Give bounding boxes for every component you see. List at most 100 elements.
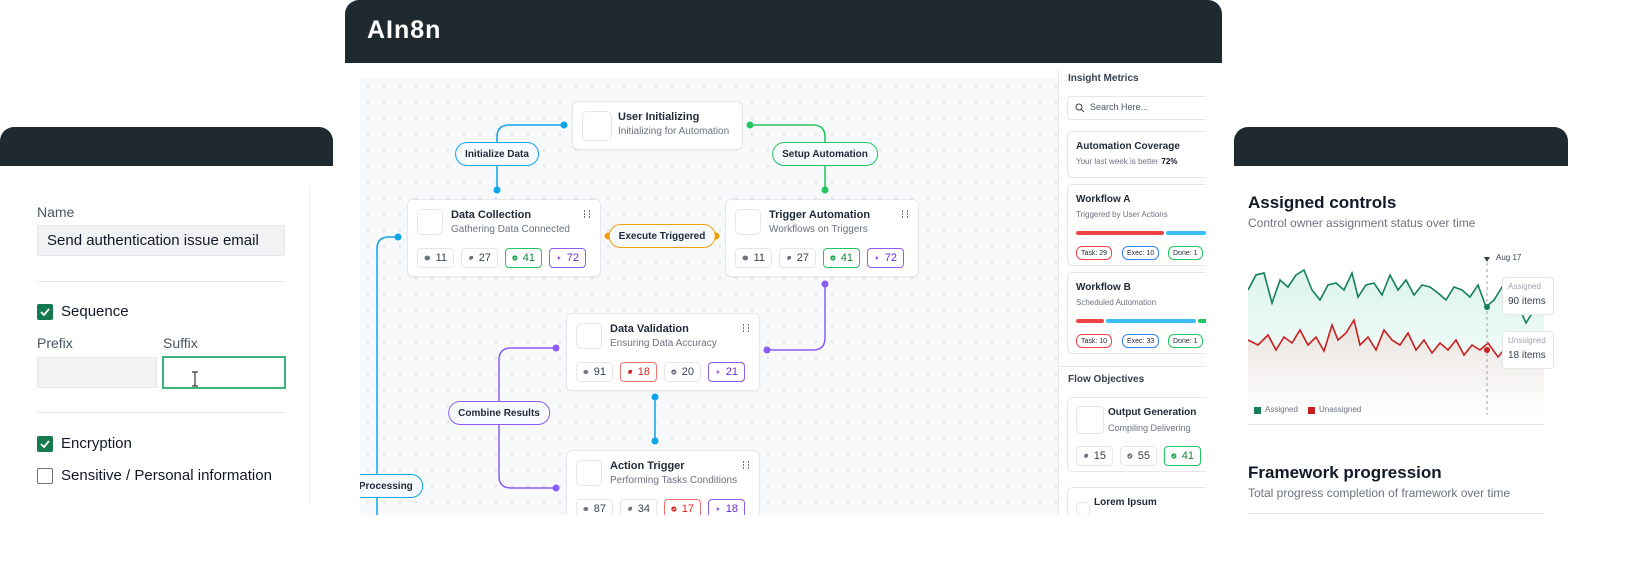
connectors <box>376 121 829 515</box>
edge-label: Initialize Data <box>455 142 539 166</box>
tooltip-label: Unssigned <box>1508 336 1546 345</box>
node-subtitle: Ensuring Data Accuracy <box>610 338 717 349</box>
card-header <box>1234 127 1568 166</box>
node-icon <box>1076 502 1090 515</box>
icon <box>627 369 633 375</box>
node-subtitle: Workflows on Triggers <box>769 224 868 235</box>
stat-chip: 87 <box>576 499 613 515</box>
objective-title: Output Generation <box>1108 407 1197 418</box>
metric-value: 72% <box>1161 157 1178 166</box>
workflow-subtitle: Triggered by User Actions <box>1076 210 1168 219</box>
objective-card: Output Generation Compiling Delivering 15 5… <box>1067 397 1206 472</box>
stat-value: 91 <box>593 366 606 378</box>
section-title: Flow Objectives <box>1068 374 1145 385</box>
section-subtitle: Total progress completion of framework o… <box>1248 486 1511 500</box>
divider <box>309 187 310 505</box>
workflow-card: Workflow B Scheduled Automation Task: 10 Ex… <box>1067 272 1206 354</box>
metric-title: Automation Coverage <box>1076 141 1180 152</box>
progress-segment <box>1166 231 1206 235</box>
controls-card: Assigned controls Control owner assignmen… <box>1234 127 1568 515</box>
field-label: Suffix <box>163 335 198 351</box>
stat-value: 27 <box>478 252 491 264</box>
stat-value: 41 <box>522 252 535 264</box>
objective-card: Lorem Ipsum <box>1067 487 1206 515</box>
node-icon <box>576 460 602 486</box>
stat-value: 11 <box>753 252 765 264</box>
sidebar: Insight Metrics Search Here... Automation … <box>1058 70 1206 515</box>
stat-value: 20 <box>681 366 694 378</box>
stat-value: 41 <box>1181 450 1194 462</box>
tooltip-value: 18 items <box>1508 350 1546 361</box>
divider <box>37 281 285 282</box>
legend-label: Assigned <box>1265 405 1298 414</box>
node-title: Action Trigger <box>610 460 685 472</box>
stat-chip: 55 <box>1120 446 1157 466</box>
tooltip: Unssigned 18 items <box>1502 331 1554 369</box>
edge-label: ct Processing <box>360 474 423 498</box>
stat-chip: 72 <box>549 248 586 268</box>
stat-value: 34 <box>637 503 650 515</box>
search-placeholder: Search Here... <box>1090 102 1149 112</box>
status-tag: Exec: 10 <box>1122 246 1160 260</box>
node-icon <box>735 209 761 235</box>
status-tag: Task: 29 <box>1076 246 1113 260</box>
stat-value: 72 <box>884 252 897 264</box>
marker-date: Aug 17 <box>1496 253 1522 262</box>
stat-chip: 11 <box>417 248 454 268</box>
node-icon <box>576 323 602 349</box>
edge <box>496 124 564 190</box>
divider <box>1059 366 1206 367</box>
card-header <box>0 127 333 166</box>
icon <box>583 369 589 375</box>
icon <box>716 506 720 512</box>
stat-value: 41 <box>840 252 853 264</box>
input-value: Send authentication issue email <box>47 232 259 249</box>
checkbox <box>37 304 53 320</box>
node-icon <box>582 111 612 141</box>
stat-chip: 20 <box>664 362 701 382</box>
icon <box>583 506 589 512</box>
stat-value: 17 <box>681 503 694 515</box>
icon <box>468 255 474 261</box>
tooltip: Assigned 90 items <box>1502 277 1554 315</box>
checkbox-label: Sequence <box>61 303 129 320</box>
icon <box>557 255 561 261</box>
text-input <box>162 356 286 389</box>
checkbox-label: Encryption <box>61 435 132 452</box>
edge-label: Execute Triggered <box>608 224 716 248</box>
legend-label: Unassigned <box>1319 405 1362 414</box>
icon <box>742 255 748 261</box>
drag-dot <box>584 213 590 215</box>
node-title: User Initializing <box>618 111 700 123</box>
node-subtitle: Initializing for Automation <box>618 126 730 137</box>
legend-swatch <box>1254 407 1261 414</box>
divider <box>37 412 285 413</box>
text-input <box>37 357 157 388</box>
flow-node: Trigger Automation Workflows on Triggers 1… <box>725 199 919 277</box>
assigned-line <box>1248 268 1544 325</box>
card-title: Assigned controls <box>1248 193 1397 212</box>
stat-chip: 11 <box>735 248 772 268</box>
icon <box>716 369 720 375</box>
stat-value: 18 <box>725 503 738 515</box>
drag-dot <box>743 464 749 466</box>
edge-label: Combine Results <box>448 401 550 425</box>
stat-value: 11 <box>435 252 447 264</box>
stat-chip: 27 <box>779 248 816 268</box>
stat-chip: 41 <box>823 248 860 268</box>
search-box: Search Here... <box>1067 96 1206 120</box>
progress-segment <box>1076 231 1164 235</box>
drag-dot <box>743 327 749 329</box>
icon <box>1171 453 1177 459</box>
drag-dot <box>902 210 908 212</box>
stat-value: 27 <box>796 252 809 264</box>
icon <box>627 506 633 512</box>
node-title: Data Collection <box>451 209 532 221</box>
icon <box>875 255 879 261</box>
card-subtitle: Control owner assignment status over tim… <box>1248 216 1476 230</box>
app-header <box>345 0 1222 63</box>
objective-title: Lorem Ipsum <box>1094 497 1157 508</box>
status-tag: Done: 1 <box>1168 334 1203 348</box>
drag-dot <box>902 213 908 215</box>
checkbox-label: Sensitive / Personal information <box>61 467 272 484</box>
